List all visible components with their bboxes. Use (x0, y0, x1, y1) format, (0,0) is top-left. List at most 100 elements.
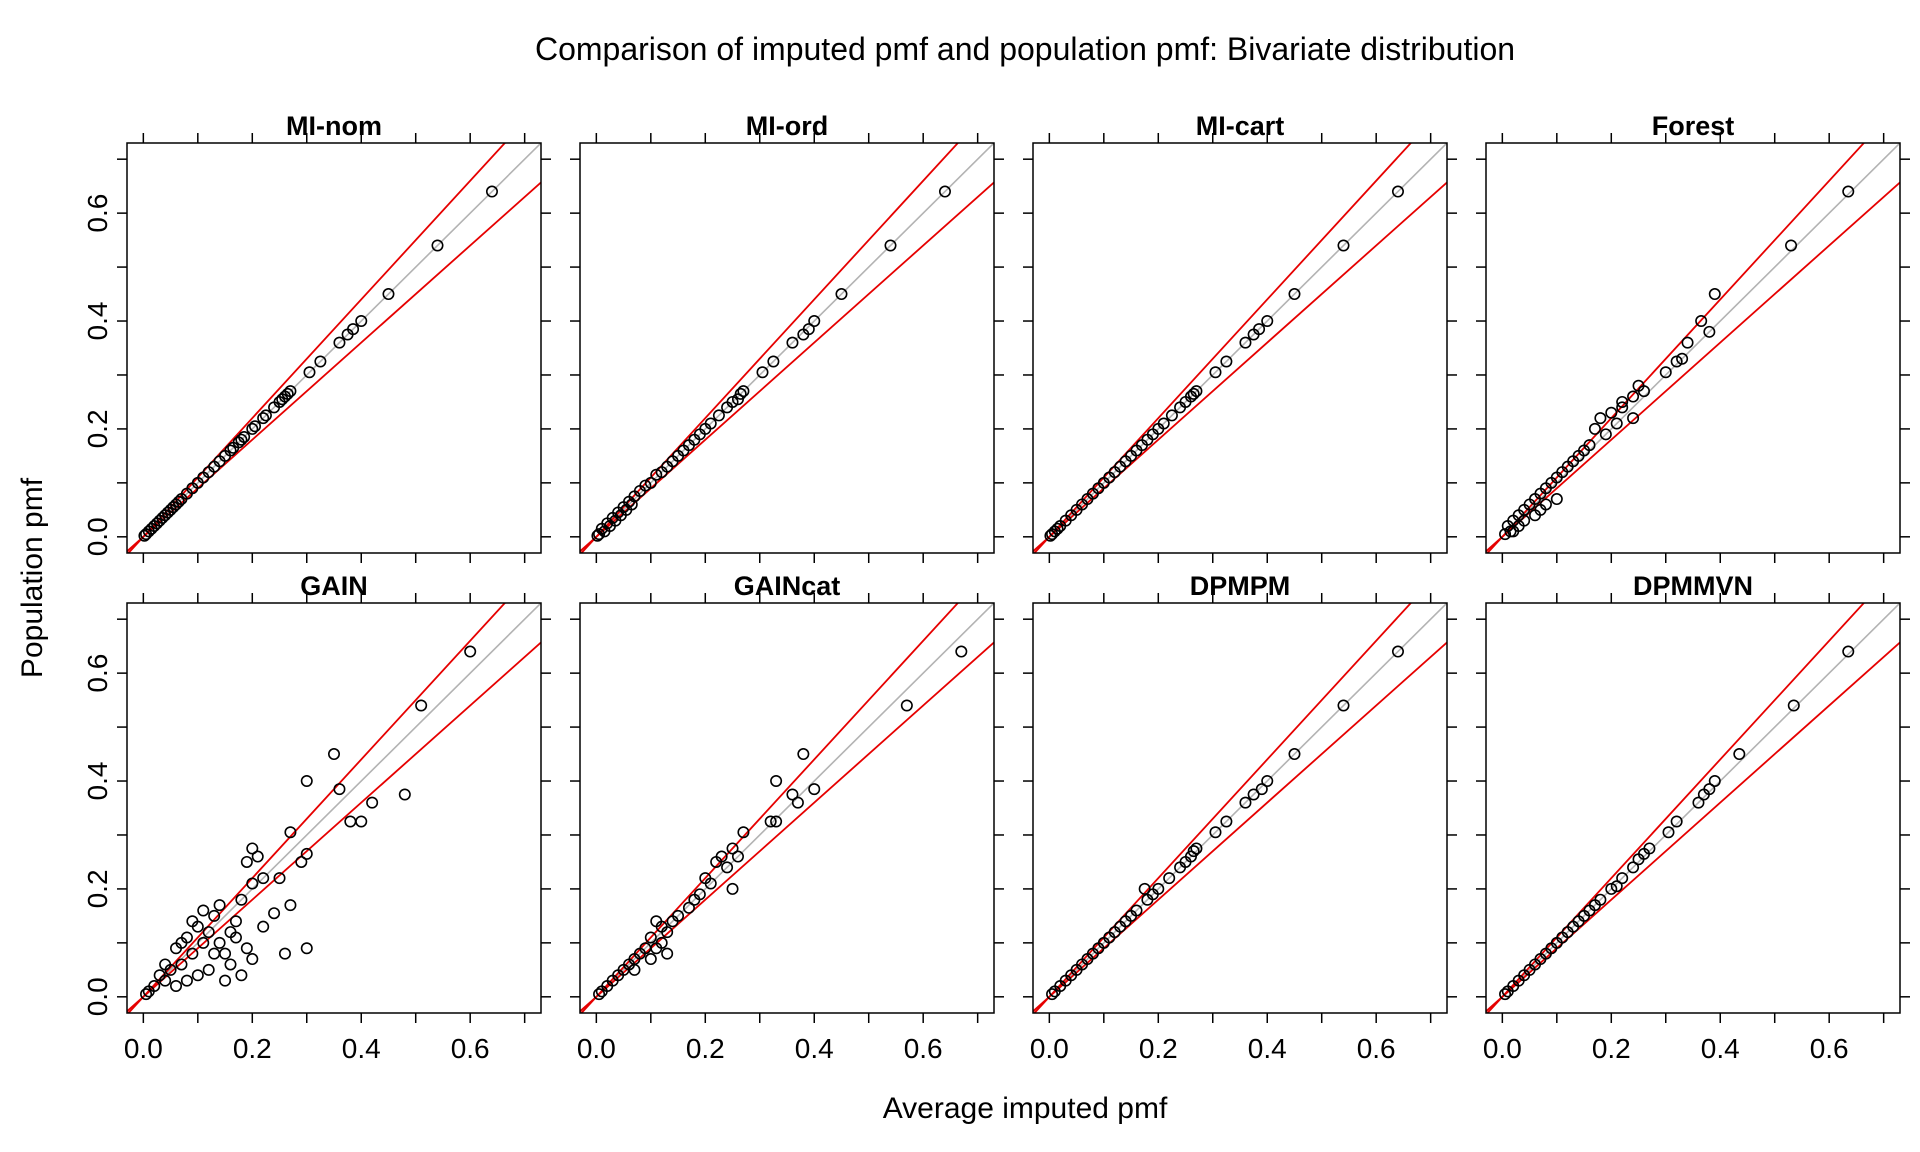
panel-frame (1485, 142, 1901, 554)
data-point (175, 958, 188, 971)
data-point (710, 855, 723, 868)
panel-frame (579, 602, 995, 1014)
panel-title: MI-cart (1196, 111, 1285, 141)
data-point (1187, 387, 1200, 400)
data-point (1239, 796, 1252, 809)
data-point (415, 699, 428, 712)
data-point (140, 528, 153, 541)
upper-bound-line (580, 603, 960, 1013)
data-point (1550, 493, 1563, 506)
identity-line (1486, 143, 1900, 553)
data-point (650, 915, 663, 928)
data-point (276, 393, 289, 406)
data-point (235, 969, 248, 982)
points (138, 185, 498, 542)
x-tick-label: 0.0 (1030, 1033, 1069, 1064)
data-point (1708, 775, 1721, 788)
data-point (268, 907, 281, 920)
data-point (227, 441, 240, 454)
data-point (180, 974, 193, 987)
x-tick-label: 0.0 (124, 1033, 163, 1064)
panel-mi-nom: MI-nom 0.0 0.2 0.4 0.6 (82, 111, 551, 563)
data-point (688, 893, 701, 906)
data-point (712, 409, 725, 422)
data-point (333, 783, 346, 796)
x-tick-label: 0.6 (1357, 1033, 1396, 1064)
data-point (257, 920, 270, 933)
data-point (257, 872, 270, 885)
data-point (595, 985, 608, 998)
data-point (303, 366, 316, 379)
panel-title: GAIN (300, 571, 368, 601)
y-tick-label: 0.6 (82, 654, 113, 693)
data-point (229, 931, 242, 944)
data-point (268, 401, 281, 414)
data-point (791, 796, 804, 809)
data-point (737, 385, 750, 398)
data-point (593, 528, 606, 541)
lower-bound-line (1033, 181, 1447, 553)
panel-frame (1485, 602, 1901, 1014)
data-point (1337, 239, 1350, 252)
data-point (1239, 336, 1252, 349)
points (140, 645, 477, 1001)
data-point (1842, 645, 1855, 658)
data-point (240, 942, 253, 955)
data-point (224, 958, 237, 971)
data-point (884, 239, 897, 252)
data-point (1594, 412, 1607, 425)
data-point (1044, 529, 1057, 542)
data-point (355, 815, 368, 828)
data-point (591, 529, 604, 542)
data-point (175, 936, 188, 949)
data-point (300, 847, 313, 860)
data-point (284, 899, 297, 912)
x-tick-label: 0.2 (686, 1033, 725, 1064)
x-tick-label: 0.0 (1483, 1033, 1522, 1064)
data-point (1261, 315, 1274, 328)
data-point (327, 748, 340, 761)
data-point (1681, 336, 1694, 349)
data-point (808, 783, 821, 796)
points (593, 645, 968, 1001)
panel-gaincat: GAINcat 0.0 0.2 0.4 0.6 (570, 571, 1004, 1064)
data-point (1662, 826, 1675, 839)
data-point (202, 963, 215, 976)
data-point (1220, 355, 1233, 368)
panel-forest: Forest (1476, 111, 1910, 563)
data-point (1046, 988, 1059, 1001)
panel-title: MI-nom (286, 111, 382, 141)
data-point (219, 947, 232, 960)
data-point (1785, 239, 1798, 252)
data-point (1174, 861, 1187, 874)
y-tick-label: 0.0 (82, 517, 113, 556)
data-point (235, 893, 248, 906)
panel-frame (1032, 142, 1448, 554)
x-tick-label: 0.6 (904, 1033, 943, 1064)
data-point (355, 315, 368, 328)
data-point (246, 877, 259, 890)
data-point (259, 409, 272, 422)
data-point (1697, 788, 1710, 801)
data-point (1632, 379, 1645, 392)
x-tick-label: 0.2 (233, 1033, 272, 1064)
data-point (1695, 315, 1708, 328)
upper-bound-line (1486, 603, 1866, 1013)
data-point (704, 877, 717, 890)
data-point (186, 947, 199, 960)
y-tick-label: 0.2 (82, 869, 113, 908)
data-point (1616, 872, 1629, 885)
panel-title: GAINcat (734, 571, 841, 601)
data-point (770, 775, 783, 788)
data-point (485, 185, 498, 198)
points (1044, 185, 1404, 542)
data-point (1842, 185, 1855, 198)
data-point (1605, 406, 1618, 419)
data-point (1190, 842, 1203, 855)
panel-frame (126, 602, 542, 1014)
data-point (246, 422, 259, 435)
data-point (900, 699, 913, 712)
data-point (1247, 788, 1260, 801)
data-point (1163, 872, 1176, 885)
